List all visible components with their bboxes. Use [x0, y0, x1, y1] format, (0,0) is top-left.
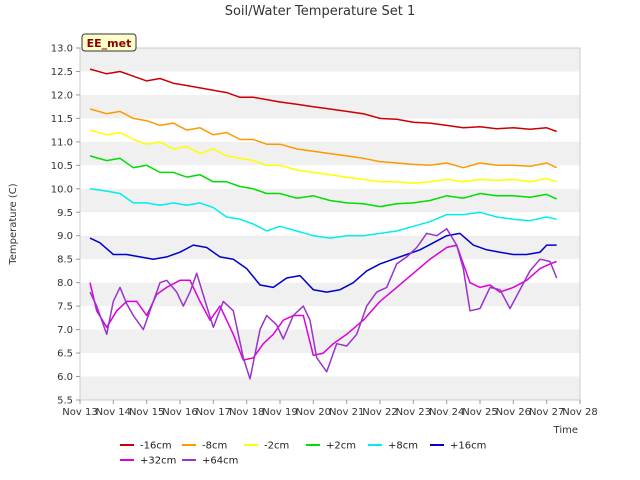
station-badge: EE_met [81, 33, 137, 52]
x-tick-label: Nov 24 [429, 407, 464, 418]
grid-band [80, 48, 580, 72]
y-tick-label: 6.5 [57, 349, 73, 360]
y-tick-label: 8.5 [57, 255, 73, 266]
series-line-16cm [89, 68, 557, 133]
x-tick-label: Nov 13 [62, 407, 97, 418]
legend-label: +8cm [388, 441, 418, 452]
x-tick-label: Nov 17 [196, 407, 231, 418]
legend-label: +64cm [202, 456, 238, 467]
x-tick-label: Nov 26 [496, 407, 531, 418]
grid-band [80, 329, 580, 354]
legend-label: +16cm [450, 441, 486, 452]
y-tick-label: 11.0 [51, 137, 73, 148]
x-tick-label: Nov 25 [462, 407, 497, 418]
x-tick-label: Nov 18 [229, 407, 264, 418]
y-tick-label: 9.5 [57, 208, 73, 219]
x-tick-label: Nov 19 [262, 407, 297, 418]
series-lines [89, 68, 558, 380]
y-tick-label: 9.0 [57, 231, 73, 242]
grid-band [80, 94, 580, 119]
legend-label: -16cm [140, 441, 172, 452]
y-tick-label: 5.5 [57, 396, 73, 407]
x-tick-label: Nov 15 [129, 407, 164, 418]
legend: -16cm -8cm -2cm +2cm +8cm +16cm +32cm +64cm [120, 441, 486, 467]
chart-title: Soil/Water Temperature Set 1 [225, 4, 416, 19]
plot-frame [79, 47, 581, 401]
x-tick-label: Nov 27 [529, 407, 564, 418]
grid-band [80, 376, 580, 400]
y-tick-label: 13.0 [51, 44, 73, 55]
y-tick-label: 12.0 [51, 90, 73, 101]
x-tick-label: Nov 16 [162, 407, 197, 418]
y-tick-label: 6.0 [57, 372, 73, 383]
y-tick-label: 8.0 [57, 278, 73, 289]
legend-label: -8cm [202, 441, 227, 452]
series-line-64cm [89, 227, 558, 380]
x-tick-label: Nov 14 [96, 407, 131, 418]
x-tick-label: Nov 23 [396, 407, 431, 418]
x-tick-label: Nov 28 [562, 407, 597, 418]
station-badge-text: EE_met [87, 37, 132, 50]
legend-label: +32cm [140, 456, 176, 467]
y-axis-ticks: 5.5 6.0 6.5 7.0 7.5 8.0 8.5 9.0 9.5 10.0 10.5 11.0 1… [51, 44, 80, 407]
series-line-8cm [89, 108, 558, 169]
series-line-32cm [89, 244, 557, 361]
x-tick-label: Nov 22 [362, 407, 397, 418]
series-line-2cm [89, 129, 557, 184]
y-tick-label: 10.5 [51, 161, 73, 172]
legend-label: +2cm [326, 441, 356, 452]
station-badge-box [81, 33, 137, 52]
y-tick-label: 7.0 [57, 325, 73, 336]
y-tick-label: 10.0 [51, 184, 73, 195]
legend-label: -2cm [264, 441, 289, 452]
series-line-16cm [89, 232, 557, 293]
y-tick-label: 12.5 [51, 67, 73, 78]
x-axis-label: Time [553, 425, 578, 436]
y-tick-label: 11.5 [51, 114, 73, 125]
y-axis-label: Temperature (C) [8, 183, 19, 265]
series-line-8cm [89, 188, 557, 239]
grid-band [80, 282, 580, 307]
series-line-2cm [89, 155, 558, 208]
x-tick-label: Nov 20 [296, 407, 331, 418]
y-tick-label: 7.5 [57, 302, 73, 313]
grid-band [80, 235, 580, 260]
x-tick-label: Nov 21 [329, 407, 364, 418]
